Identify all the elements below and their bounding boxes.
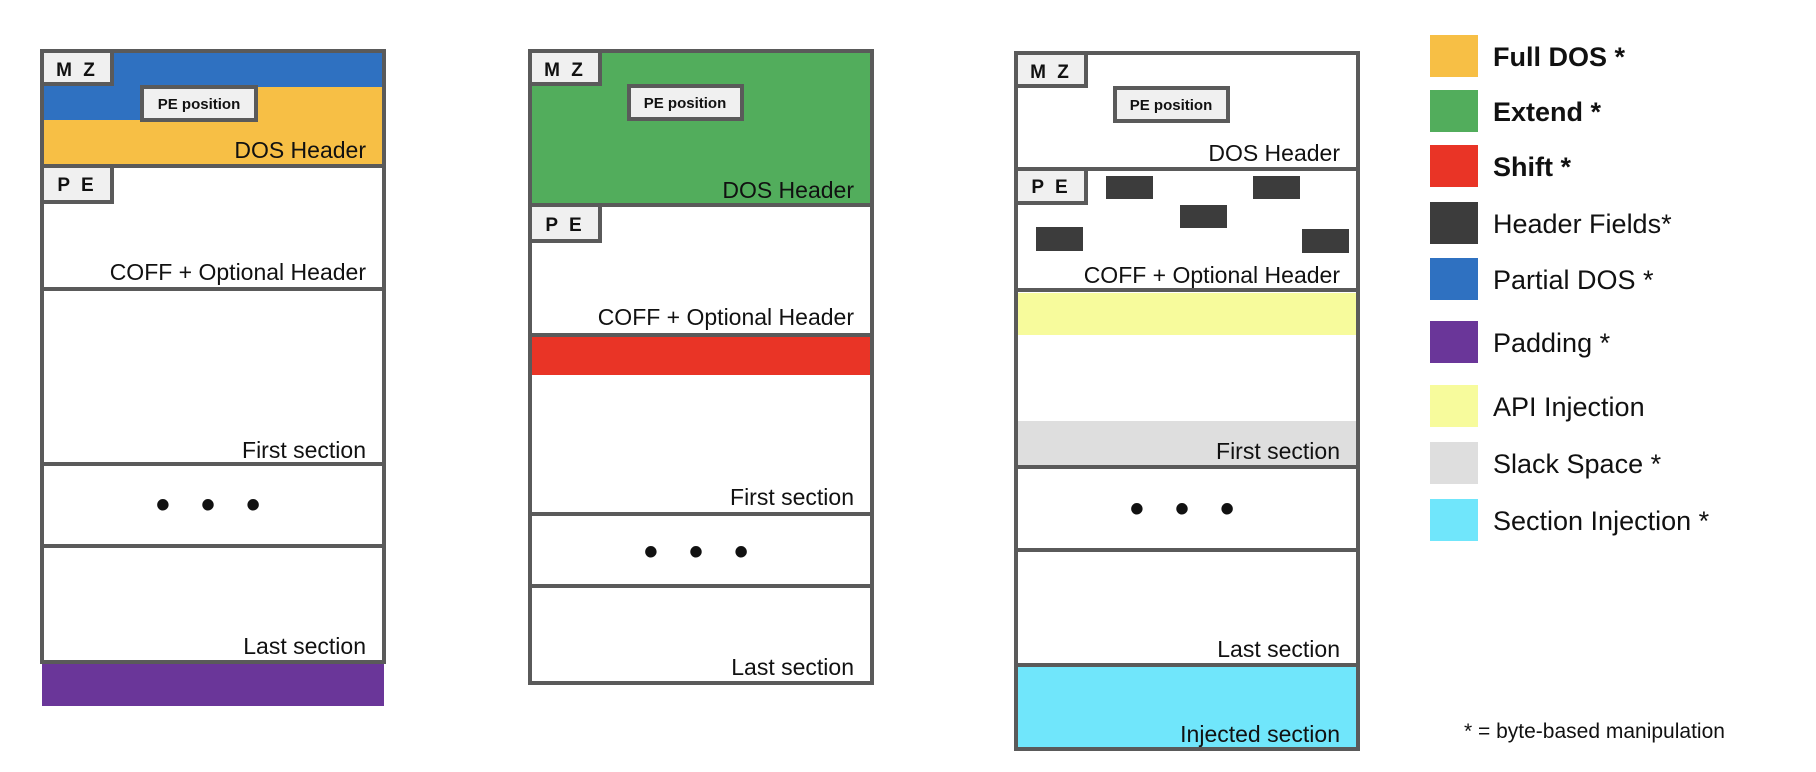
legend-label: API Injection [1493, 392, 1645, 422]
last-section-label: Last section [243, 633, 366, 659]
pe-tag [40, 164, 114, 204]
header-field-block [1036, 227, 1083, 251]
diagram-3: M Z PE position P E DOS Header COFF + Op… [1014, 51, 1360, 751]
mz-tag-label: M Z [544, 60, 586, 81]
first-section-label: First section [1216, 438, 1340, 464]
pe-position-tag [1113, 86, 1230, 123]
dos-header-label: DOS Header [1208, 140, 1340, 166]
dos-header-label: DOS Header [234, 137, 366, 163]
pe-file-outline-3 [1014, 51, 1360, 751]
header-field-block [1253, 176, 1300, 199]
last-section-label: Last section [731, 654, 854, 680]
slack-space-region [1018, 421, 1358, 467]
pe-file-outline-2 [528, 49, 874, 685]
mz-tag [528, 49, 602, 86]
legend-label: Partial DOS * [1493, 265, 1654, 295]
slack-space-swatch [1430, 442, 1478, 484]
full-dos-swatch [1430, 35, 1478, 77]
ellipsis: • • • [156, 483, 270, 527]
diagram-2: M Z PE position P E DOS Header COFF + Op… [528, 49, 874, 685]
header-field-block [1302, 229, 1349, 253]
legend-label: Header Fields* [1493, 209, 1672, 239]
mz-tag [1014, 51, 1088, 88]
legend-label: Shift * [1493, 152, 1571, 182]
header-field-block [1106, 176, 1153, 199]
pe-position-tag [140, 85, 258, 122]
legend-label: Section Injection * [1493, 506, 1710, 536]
api-injection-region [1018, 293, 1358, 335]
full-dos-region-lower [42, 120, 384, 166]
coff-header-label: COFF + Optional Header [598, 304, 855, 330]
coff-header-label: COFF + Optional Header [110, 259, 367, 285]
pe-tag [528, 203, 602, 243]
first-section-label: First section [242, 437, 366, 463]
coff-header-label: COFF + Optional Header [1084, 262, 1341, 288]
pe-file-outline-1 [40, 49, 386, 664]
api-injection-swatch [1430, 385, 1478, 427]
pe-position-label: PE position [1130, 97, 1213, 114]
padding-swatch [1430, 321, 1478, 363]
injected-section-label: Injected section [1180, 721, 1340, 747]
mz-tag-label: M Z [1030, 62, 1072, 83]
diagram-1: M Z PE position P E DOS Header COFF + Op… [40, 49, 386, 706]
ellipsis: • • • [644, 530, 758, 574]
pe-tag [1014, 167, 1088, 205]
pe-position-label: PE position [644, 95, 727, 112]
partial-dos-step [42, 87, 142, 120]
header-fields-swatch [1430, 202, 1478, 244]
legend-label: Slack Space * [1493, 449, 1662, 479]
section-injection-region [1018, 665, 1358, 749]
legend: Full DOS * Extend * Shift * Header Fields* P… [1430, 35, 1710, 541]
extend-swatch [1430, 90, 1478, 132]
padding-region [42, 663, 384, 706]
mz-tag-label: M Z [56, 60, 98, 81]
dos-header-label: DOS Header [722, 177, 854, 203]
legend-label: Padding * [1493, 328, 1611, 358]
mz-tag [40, 49, 114, 86]
section-injection-swatch [1430, 499, 1478, 541]
pe-tag-label: P E [545, 215, 584, 236]
pe-tag-label: P E [1031, 177, 1070, 198]
last-section-label: Last section [1217, 636, 1340, 662]
pe-tag-label: P E [57, 175, 96, 196]
ellipsis: • • • [1130, 487, 1244, 531]
shift-region [530, 335, 872, 375]
legend-label: Extend * [1493, 97, 1602, 127]
legend-label: Full DOS * [1493, 42, 1626, 72]
pe-position-tag [627, 84, 744, 121]
pe-position-label: PE position [158, 96, 241, 113]
first-section-label: First section [730, 484, 854, 510]
footnote: * = byte-based manipulation [1464, 720, 1725, 743]
partial-dos-swatch [1430, 258, 1478, 300]
header-field-block [1180, 205, 1227, 228]
shift-swatch [1430, 145, 1478, 187]
